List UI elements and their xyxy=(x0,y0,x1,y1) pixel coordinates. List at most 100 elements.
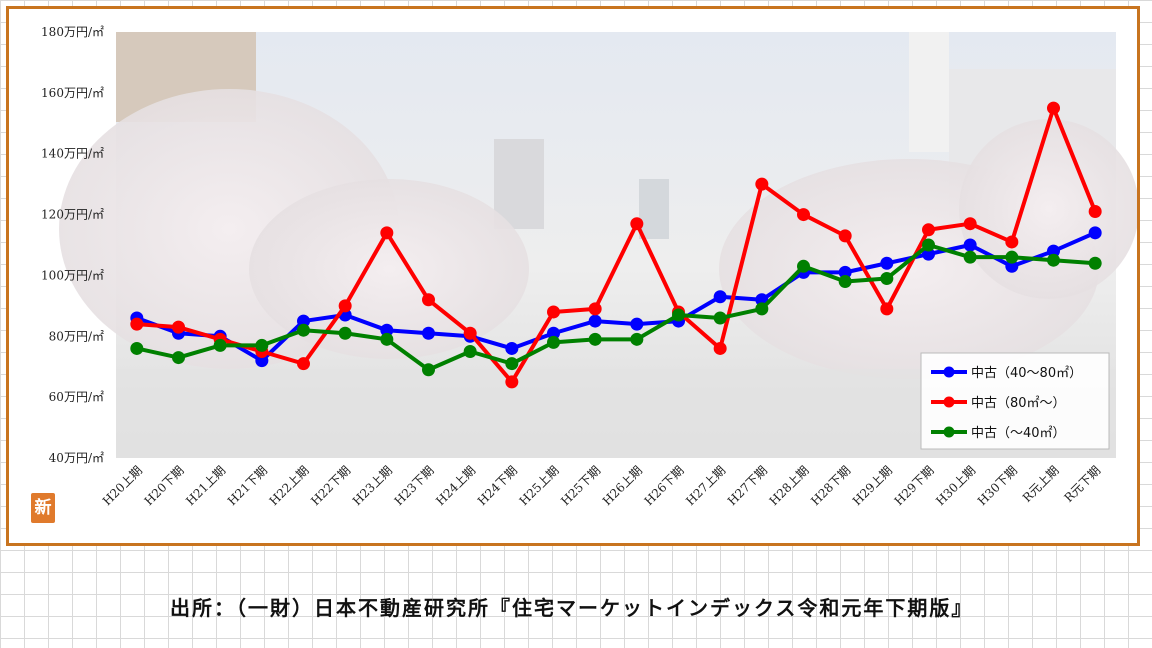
legend-swatch-marker xyxy=(943,396,955,408)
legend-label: 中古（80㎡～） xyxy=(971,396,1066,411)
data-point xyxy=(1005,250,1019,264)
legend-swatch-marker xyxy=(943,426,955,438)
data-point xyxy=(463,345,477,358)
source-caption: 出所：（一財）日本不動産研究所『住宅マーケットインデックス令和元年下期版』 xyxy=(170,596,974,620)
x-tick-label: H27下期 xyxy=(725,463,770,508)
data-point xyxy=(838,265,852,279)
data-point xyxy=(380,332,394,346)
data-point xyxy=(297,314,310,328)
data-point xyxy=(755,302,769,316)
x-tick-label: H20上期 xyxy=(100,463,145,508)
x-tick-label: H26上期 xyxy=(600,463,645,508)
data-point xyxy=(838,275,852,289)
x-axis: H20上期H20下期H21上期H21下期H22上期H22下期H23上期H23下期… xyxy=(100,463,1103,508)
data-point xyxy=(755,177,769,191)
x-tick-label: H30上期 xyxy=(933,463,978,508)
y-tick-label: 180万円/㎡ xyxy=(41,25,104,39)
legend-label: 中古（～40㎡） xyxy=(971,426,1066,441)
data-point xyxy=(547,326,560,340)
y-tick-label: 100万円/㎡ xyxy=(41,268,104,282)
y-tick-label: 140万円/㎡ xyxy=(41,147,104,161)
data-point xyxy=(880,302,894,316)
data-point xyxy=(1047,253,1060,267)
data-point xyxy=(547,335,560,349)
data-point xyxy=(838,229,852,243)
data-point xyxy=(713,290,727,304)
legend-swatch-marker xyxy=(943,366,955,378)
data-point xyxy=(797,259,810,273)
data-point xyxy=(1047,101,1060,115)
data-point xyxy=(1005,259,1019,273)
x-tick-label: H28上期 xyxy=(767,463,812,508)
data-point xyxy=(880,256,894,270)
data-point xyxy=(130,317,144,331)
data-point xyxy=(922,223,935,237)
data-point xyxy=(380,226,394,240)
x-tick-label: H22上期 xyxy=(267,463,312,508)
data-point xyxy=(422,326,435,340)
y-tick-label: 160万円/㎡ xyxy=(41,86,104,100)
series-line-0 xyxy=(136,230,1096,363)
data-point xyxy=(130,341,144,355)
data-point xyxy=(1088,205,1102,219)
data-point xyxy=(713,341,727,355)
y-tick-label: 120万円/㎡ xyxy=(41,208,104,222)
y-axis: 40万円/㎡ 60万円/㎡ 80万円/㎡ 100万円/㎡ 120万円/㎡ 140万円/㎡ 1… xyxy=(41,25,104,465)
data-point xyxy=(630,332,644,346)
data-point xyxy=(1088,256,1102,270)
data-point xyxy=(338,326,352,340)
x-tick-label: H27上期 xyxy=(683,463,728,508)
data-point xyxy=(588,332,602,346)
data-point xyxy=(630,317,644,331)
data-point xyxy=(547,305,560,319)
data-point xyxy=(588,314,602,328)
x-tick-label: H21上期 xyxy=(183,463,228,508)
series-line-1 xyxy=(136,106,1098,384)
data-point xyxy=(1005,235,1019,249)
data-point xyxy=(963,238,977,252)
data-point xyxy=(963,250,977,264)
data-point xyxy=(505,375,519,389)
data-point xyxy=(963,217,977,231)
line-chart: 40万円/㎡ 60万円/㎡ 80万円/㎡ 100万円/㎡ 120万円/㎡ 140万円/㎡ 1… xyxy=(41,25,1137,508)
data-point xyxy=(422,293,435,307)
x-tick-label: H22下期 xyxy=(308,463,353,508)
data-point xyxy=(213,338,227,352)
data-point xyxy=(380,323,394,337)
data-point xyxy=(255,338,269,352)
data-point xyxy=(463,326,477,340)
data-point xyxy=(922,238,935,252)
y-tick-label: 40万円/㎡ xyxy=(49,451,104,465)
new-badge: 新 xyxy=(31,493,55,523)
data-point xyxy=(172,351,185,365)
data-point xyxy=(672,308,685,322)
x-tick-label: H30下期 xyxy=(975,463,1020,508)
data-point xyxy=(505,341,519,355)
data-point xyxy=(1088,226,1102,240)
data-point xyxy=(255,354,269,368)
chart-frame[interactable]: 40万円/㎡ 60万円/㎡ 80万円/㎡ 100万円/㎡ 120万円/㎡ 140万円/㎡ 1… xyxy=(6,6,1140,546)
series-layer xyxy=(130,101,1102,389)
data-point xyxy=(505,357,519,371)
series-line-2 xyxy=(136,243,1096,372)
data-point xyxy=(797,208,810,222)
x-tick-label: H26下期 xyxy=(642,463,687,508)
x-tick-label: H29下期 xyxy=(892,463,937,508)
data-point xyxy=(422,363,435,377)
x-tick-label: R元上期 xyxy=(1020,463,1062,505)
data-point xyxy=(297,357,310,371)
legend-label: 中古（40～80㎡） xyxy=(971,366,1082,381)
x-tick-label: H20下期 xyxy=(142,463,187,508)
data-point xyxy=(297,323,310,337)
data-point xyxy=(922,247,935,261)
data-point xyxy=(588,302,602,316)
data-point xyxy=(880,271,894,285)
x-tick-label: H24下期 xyxy=(475,463,520,508)
x-tick-label: H25上期 xyxy=(517,463,562,508)
data-point xyxy=(713,311,727,325)
y-tick-label: 60万円/㎡ xyxy=(49,390,104,404)
x-tick-label: H21下期 xyxy=(225,463,270,508)
y-tick-label: 80万円/㎡ xyxy=(49,329,104,343)
x-tick-label: H28下期 xyxy=(808,463,853,508)
x-tick-label: H29上期 xyxy=(850,463,895,508)
